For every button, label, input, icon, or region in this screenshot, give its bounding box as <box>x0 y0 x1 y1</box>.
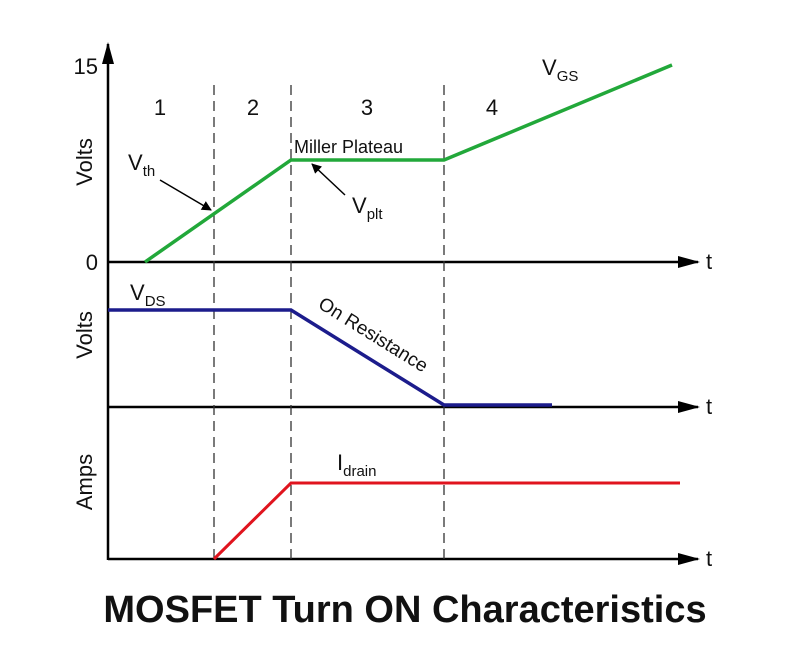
miller-plateau-label: Miller Plateau <box>294 137 403 157</box>
x-axis-label: t <box>706 249 712 274</box>
label-main: V <box>130 280 145 305</box>
vth-pointer <box>159 179 212 211</box>
label-main: I <box>337 450 343 475</box>
label-sub: plt <box>367 206 384 223</box>
vplt-label: Vplt <box>352 193 383 223</box>
title: MOSFET Turn ON Characteristics <box>103 589 706 631</box>
region-label: 1 <box>154 95 166 120</box>
label-sub: GS <box>557 68 579 85</box>
vplt-pointer <box>311 163 346 196</box>
vgs-label: VGS <box>542 55 578 85</box>
region-label: 4 <box>486 95 498 120</box>
y-tick-label: 15 <box>74 54 98 79</box>
idrain-label: Idrain <box>337 450 376 480</box>
x-axis-label: t <box>706 394 712 419</box>
y-axis-label: Amps <box>72 454 97 510</box>
label-sub: drain <box>343 463 376 480</box>
label-main: V <box>128 150 143 175</box>
y-axis-label: Volts <box>72 138 97 186</box>
vth-label: Vth <box>128 150 155 180</box>
region-label: 3 <box>361 95 373 120</box>
y-axis-label: Volts <box>72 311 97 359</box>
vds-curve <box>108 308 552 407</box>
idrain-curve <box>212 481 680 561</box>
vgs-curve <box>143 63 673 264</box>
label-sub: DS <box>145 293 166 310</box>
x-axis-label: t <box>706 546 712 571</box>
label-sub: th <box>143 163 156 180</box>
region-label: 2 <box>247 95 259 120</box>
y-tick-label: 0 <box>86 250 98 275</box>
label-main: V <box>352 193 367 218</box>
vds-label: VDS <box>130 280 166 310</box>
label-main: V <box>542 55 557 80</box>
